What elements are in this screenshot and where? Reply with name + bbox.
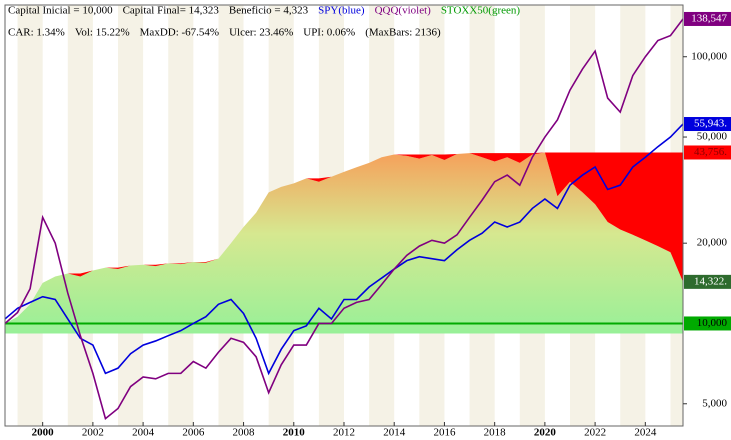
end-label-box <box>684 117 731 132</box>
header-text: Ulcer: 23.46% <box>229 27 293 39</box>
header-text: Capital Final= 14,323 <box>123 5 220 17</box>
end-label-box <box>684 145 731 160</box>
end-label-box <box>684 274 731 289</box>
legend-entry: STOXX50(green) <box>441 5 521 17</box>
y-tick-label: 20,000 <box>697 237 728 249</box>
end-label: 55,943. <box>694 118 727 130</box>
end-label-box <box>684 11 731 26</box>
header-text: Vol: 15.22% <box>75 27 130 39</box>
header-text: UPI: 0.06% <box>303 27 355 39</box>
x-tick-label: 2014 <box>383 427 406 439</box>
year-band <box>168 5 194 426</box>
x-tick-label: 2008 <box>233 427 256 439</box>
end-label: 138,547 <box>691 12 727 24</box>
x-tick-label: 2004 <box>132 427 155 439</box>
header-text: Beneficio = 4,323 <box>229 5 309 17</box>
y-tick-label: 50,000 <box>697 131 728 143</box>
x-tick-label: 2012 <box>333 427 355 439</box>
x-tick-label: 2020 <box>534 427 557 439</box>
x-tick-label: 2024 <box>634 427 657 439</box>
header-text: MaxDD: -67.54% <box>140 27 219 39</box>
y-tick-label: 100,000 <box>691 50 727 62</box>
x-tick-label: 2006 <box>182 427 205 439</box>
header-text: (MaxBars: 2136) <box>365 27 441 39</box>
series-line <box>4 123 684 376</box>
x-tick-label: 2002 <box>82 427 104 439</box>
x-tick-label: 2010 <box>283 427 306 439</box>
year-band <box>67 5 93 426</box>
year-band <box>17 5 43 426</box>
end-label: 14,322. <box>694 275 727 287</box>
equity-area <box>5 152 683 334</box>
legend-entry: QQQ(violet) <box>375 5 432 17</box>
x-tick-label: 2022 <box>584 427 606 439</box>
series-line <box>4 18 684 420</box>
year-band <box>218 5 244 426</box>
x-tick-label: 2000 <box>32 427 55 439</box>
end-label: 43,756. <box>694 146 727 158</box>
end-label: 10,000 <box>697 317 728 329</box>
legend-entry: SPY(blue) <box>318 5 365 17</box>
header-text: CAR: 1.34% <box>8 27 65 39</box>
header-text: Capital Inicial = 10,000 <box>8 5 113 17</box>
x-tick-label: 2016 <box>433 427 456 439</box>
year-band <box>118 5 144 426</box>
drawdown-area <box>5 152 683 324</box>
end-label-box <box>684 316 731 331</box>
x-tick-label: 2018 <box>484 427 507 439</box>
y-tick-label: 5,000 <box>702 397 727 409</box>
